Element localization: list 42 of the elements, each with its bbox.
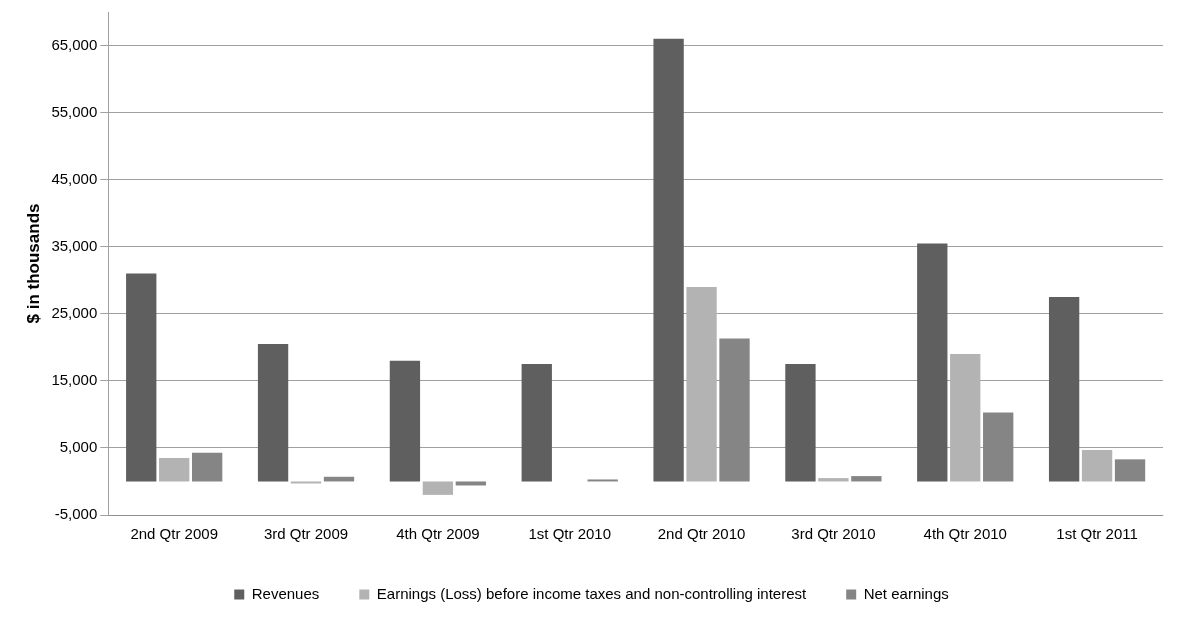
y-tick-label: 55,000 bbox=[51, 102, 98, 120]
y-tick-label: -5,000 bbox=[54, 505, 98, 523]
bar bbox=[290, 481, 322, 484]
legend-label: Earnings (Loss) before income taxes and non-controlling interest bbox=[376, 584, 808, 602]
bar bbox=[455, 481, 486, 486]
y-tick-label: 25,000 bbox=[51, 303, 98, 321]
x-tick-label: 2nd Qtr 2010 bbox=[657, 525, 746, 543]
bar bbox=[521, 364, 552, 482]
y-axis-title: $ in thousands bbox=[23, 203, 43, 324]
bar bbox=[950, 354, 981, 482]
bar bbox=[1048, 297, 1080, 482]
bar bbox=[159, 457, 190, 482]
x-tick-label: 1st Qtr 2011 bbox=[1056, 525, 1138, 543]
bar bbox=[1081, 449, 1113, 482]
bar bbox=[917, 243, 948, 482]
y-tick-label: 5,000 bbox=[59, 438, 98, 456]
legend-label: Revenues bbox=[251, 584, 320, 602]
bar bbox=[587, 479, 618, 482]
x-tick-label: 4th Qtr 2010 bbox=[923, 525, 1007, 543]
x-tick-label: 2nd Qtr 2009 bbox=[130, 525, 218, 543]
y-tick-label: 45,000 bbox=[51, 169, 98, 187]
bar bbox=[389, 360, 421, 482]
bar bbox=[818, 478, 849, 482]
bar bbox=[422, 481, 454, 495]
legend-label: Net earnings bbox=[863, 584, 949, 602]
y-tick-label: 35,000 bbox=[51, 236, 98, 254]
y-tick-label: 15,000 bbox=[51, 371, 98, 389]
bar bbox=[1114, 459, 1146, 482]
bar bbox=[192, 452, 223, 482]
bar bbox=[257, 343, 289, 482]
y-tick-label: 65,000 bbox=[51, 35, 98, 53]
bar bbox=[851, 476, 882, 482]
x-tick-label: 3rd Qtr 2010 bbox=[791, 525, 876, 543]
bar bbox=[719, 338, 750, 482]
x-tick-label: 4th Qtr 2009 bbox=[396, 525, 480, 543]
x-tick-label: 1st Qtr 2010 bbox=[528, 525, 611, 543]
bar bbox=[983, 412, 1014, 482]
bar bbox=[126, 273, 157, 482]
bar bbox=[686, 286, 717, 482]
bar bbox=[785, 364, 816, 482]
bar bbox=[653, 38, 684, 482]
x-tick-label: 3rd Qtr 2009 bbox=[263, 525, 349, 543]
